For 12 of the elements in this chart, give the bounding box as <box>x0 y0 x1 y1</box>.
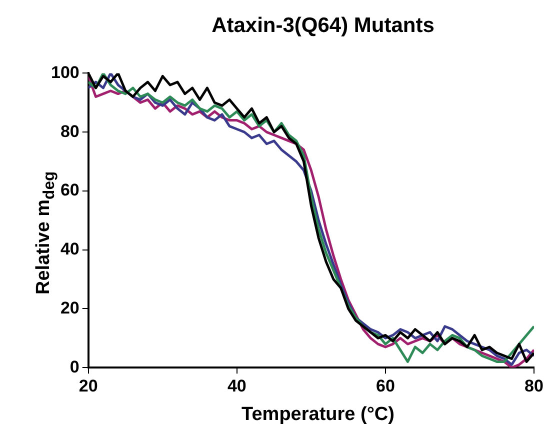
y-tick-label: 20 <box>60 298 80 318</box>
chart-title: Ataxin-3(Q64) Mutants <box>210 14 436 38</box>
y-tick-label: 60 <box>60 180 80 200</box>
y-tick-label: 0 <box>70 357 80 376</box>
y-tick-label: 80 <box>60 122 80 141</box>
x-tick-label: 80 <box>524 376 544 396</box>
x-tick-label: 40 <box>227 376 246 396</box>
x-axis-title: Temperature (°C) <box>240 404 396 426</box>
x-tick-label: 60 <box>376 376 395 396</box>
y-tick-label: 40 <box>60 240 80 259</box>
x-tick-label: 20 <box>78 376 98 396</box>
y-tick-label: 100 <box>50 62 80 82</box>
